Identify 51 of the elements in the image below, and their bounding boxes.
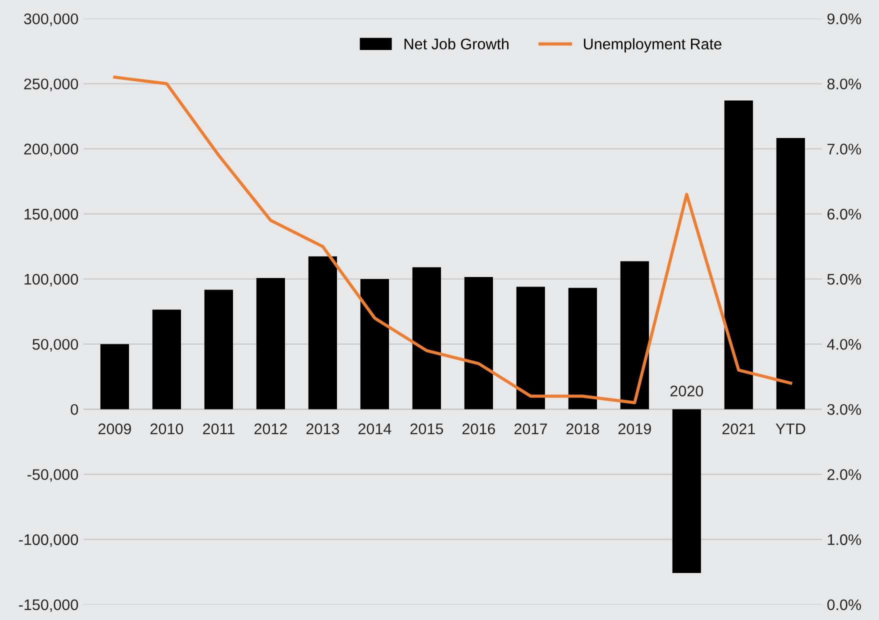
y-tick-label: 250,000 [24,78,78,92]
bar [672,409,701,573]
y-tick-label: 200,000 [24,144,78,156]
x-tick-label: 2014 [358,423,392,434]
bar [568,288,597,410]
y2-tick-label: 8.0% [827,78,862,90]
x-tick-label: 2016 [462,423,496,434]
y-tick-label: 150,000 [24,208,78,222]
x-tick-label: 2009 [98,423,131,434]
bar [412,267,441,410]
y2-tick-label: 6.0% [828,208,862,220]
y-tick-label: 100,000 [24,274,78,286]
y-tick-label: 50,000 [32,338,78,352]
bar [620,261,649,410]
y-tick-label: -150,000 [19,599,78,612]
x-tick-label: 2017 [514,423,547,434]
bar [724,100,753,410]
x-tick-label: 2012 [254,423,287,434]
y-tick-label: 300,000 [24,13,78,26]
legend-label: Unemployment Rate [584,38,722,52]
x-tick-label: 2013 [306,423,340,434]
y2-tick-label: 5.0% [827,274,862,285]
y2-tick-label: 0.0% [827,599,862,610]
y-tick-label: 0 [70,404,78,415]
y2-tick-label: 9.0% [827,13,862,24]
line-series [113,76,792,404]
bar [360,279,389,410]
y2-tick-label: 3.0% [827,404,862,415]
y2-tick-label: 4.0% [827,338,862,350]
bar [308,256,337,410]
bar [464,277,493,410]
x-tick-label: 2019 [618,423,651,434]
y2-tick-label: 2.0% [827,469,862,480]
bar [256,278,285,410]
x-tick-label: 2015 [410,423,444,434]
y-tick-label: -50,000 [28,469,78,482]
x-tick-label: YTD [776,424,806,434]
y2-tick-label: 7.0% [828,144,862,154]
bar [100,344,130,410]
x-tick-label: 2018 [566,423,600,434]
y-tick-label: -100,000 [19,534,78,547]
bar [204,290,233,410]
y2-tick-label: 1.0% [828,534,862,546]
bar [152,310,181,410]
x-tick-label: 2010 [150,423,184,434]
bar [516,286,545,410]
legend-label: Net Job Growth [404,38,508,50]
x-tick-label: 2011 [203,423,234,434]
bar [776,138,805,410]
x-tick-label: 2020 [670,386,704,396]
x-tick-label: 2021 [722,423,755,434]
